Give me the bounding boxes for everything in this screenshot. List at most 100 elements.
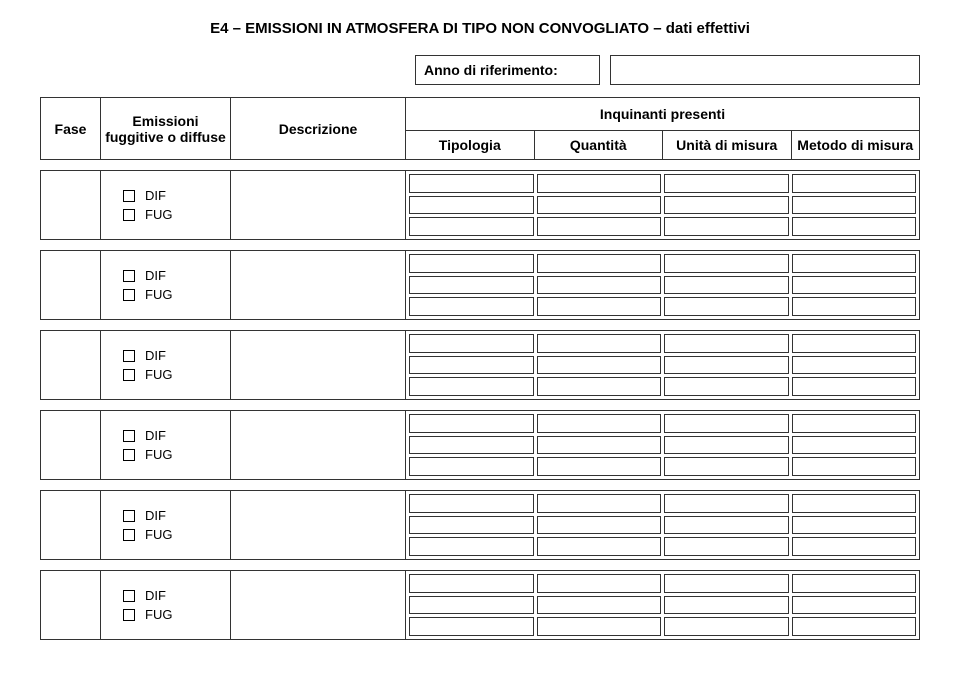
checkbox-fug[interactable] — [123, 209, 135, 221]
subcell[interactable] — [792, 494, 917, 513]
checkbox-fug[interactable] — [123, 449, 135, 461]
subcell[interactable] — [537, 297, 662, 316]
subcell[interactable] — [537, 574, 662, 593]
cell-descrizione[interactable] — [231, 331, 406, 399]
subcell[interactable] — [537, 276, 662, 295]
subcell[interactable] — [792, 436, 917, 455]
subcell[interactable] — [664, 436, 789, 455]
cell-fase[interactable] — [41, 491, 101, 559]
subcell[interactable] — [537, 494, 662, 513]
subcell[interactable] — [664, 537, 789, 556]
checkbox-dif[interactable] — [123, 590, 135, 602]
subcell[interactable] — [537, 617, 662, 636]
cell-descrizione[interactable] — [231, 251, 406, 319]
subcell[interactable] — [537, 334, 662, 353]
subcell[interactable] — [409, 276, 534, 295]
subcell[interactable] — [409, 377, 534, 396]
subcell[interactable] — [409, 457, 534, 476]
subcell[interactable] — [537, 457, 662, 476]
subcell[interactable] — [664, 217, 789, 236]
cell-descrizione[interactable] — [231, 411, 406, 479]
cell-descrizione[interactable] — [231, 571, 406, 639]
subcell[interactable] — [409, 494, 534, 513]
subcell[interactable] — [664, 457, 789, 476]
checkbox-fug[interactable] — [123, 369, 135, 381]
subcell[interactable] — [409, 196, 534, 215]
subcell[interactable] — [409, 436, 534, 455]
cell-fase[interactable] — [41, 411, 101, 479]
checkbox-fug[interactable] — [123, 529, 135, 541]
anno-row: Anno di riferimento: — [40, 55, 920, 85]
subcell[interactable] — [792, 457, 917, 476]
subcell[interactable] — [664, 414, 789, 433]
subcell[interactable] — [664, 377, 789, 396]
subcell[interactable] — [409, 414, 534, 433]
subcell[interactable] — [409, 334, 534, 353]
subcell[interactable] — [792, 537, 917, 556]
checkbox-fug[interactable] — [123, 609, 135, 621]
subcell[interactable] — [792, 297, 917, 316]
cell-descrizione[interactable] — [231, 491, 406, 559]
subcell[interactable] — [792, 356, 917, 375]
subcell-row — [409, 457, 916, 476]
subcell[interactable] — [664, 254, 789, 273]
checkbox-fug[interactable] — [123, 289, 135, 301]
subcell[interactable] — [664, 596, 789, 615]
subcell[interactable] — [409, 217, 534, 236]
subcell[interactable] — [409, 254, 534, 273]
cell-fase[interactable] — [41, 331, 101, 399]
subcell[interactable] — [537, 516, 662, 535]
subcell[interactable] — [664, 617, 789, 636]
subcell[interactable] — [537, 537, 662, 556]
subcell[interactable] — [409, 516, 534, 535]
subcell[interactable] — [409, 174, 534, 193]
subcell[interactable] — [537, 414, 662, 433]
subcell[interactable] — [792, 617, 917, 636]
subcell[interactable] — [664, 196, 789, 215]
subcell[interactable] — [409, 537, 534, 556]
checkbox-dif[interactable] — [123, 430, 135, 442]
subcell[interactable] — [664, 356, 789, 375]
checkbox-dif[interactable] — [123, 350, 135, 362]
subcell[interactable] — [792, 196, 917, 215]
cell-fase[interactable] — [41, 251, 101, 319]
subcell[interactable] — [664, 297, 789, 316]
subcell[interactable] — [792, 596, 917, 615]
subcell[interactable] — [792, 254, 917, 273]
subcell[interactable] — [409, 356, 534, 375]
subcell[interactable] — [664, 494, 789, 513]
checkbox-dif[interactable] — [123, 190, 135, 202]
subcell[interactable] — [664, 334, 789, 353]
subcell[interactable] — [409, 574, 534, 593]
subcell[interactable] — [792, 276, 917, 295]
subcell[interactable] — [792, 516, 917, 535]
subcell[interactable] — [537, 436, 662, 455]
subcell[interactable] — [792, 377, 917, 396]
cell-fase[interactable] — [41, 571, 101, 639]
checkbox-dif[interactable] — [123, 510, 135, 522]
subcell[interactable] — [537, 377, 662, 396]
subcell[interactable] — [537, 174, 662, 193]
subcell[interactable] — [537, 254, 662, 273]
subcell[interactable] — [664, 276, 789, 295]
checkbox-dif[interactable] — [123, 270, 135, 282]
subcell[interactable] — [537, 356, 662, 375]
subcell[interactable] — [409, 596, 534, 615]
subcell[interactable] — [664, 574, 789, 593]
cell-descrizione[interactable] — [231, 171, 406, 239]
subcell[interactable] — [792, 174, 917, 193]
subcell[interactable] — [792, 217, 917, 236]
anno-field[interactable] — [610, 55, 920, 85]
subcell[interactable] — [409, 617, 534, 636]
subcell[interactable] — [409, 297, 534, 316]
subcell[interactable] — [792, 414, 917, 433]
subcell[interactable] — [537, 596, 662, 615]
anno-spacer — [40, 55, 405, 85]
subcell[interactable] — [664, 516, 789, 535]
cell-fase[interactable] — [41, 171, 101, 239]
subcell[interactable] — [664, 174, 789, 193]
subcell[interactable] — [792, 574, 917, 593]
subcell[interactable] — [792, 334, 917, 353]
subcell[interactable] — [537, 217, 662, 236]
subcell[interactable] — [537, 196, 662, 215]
